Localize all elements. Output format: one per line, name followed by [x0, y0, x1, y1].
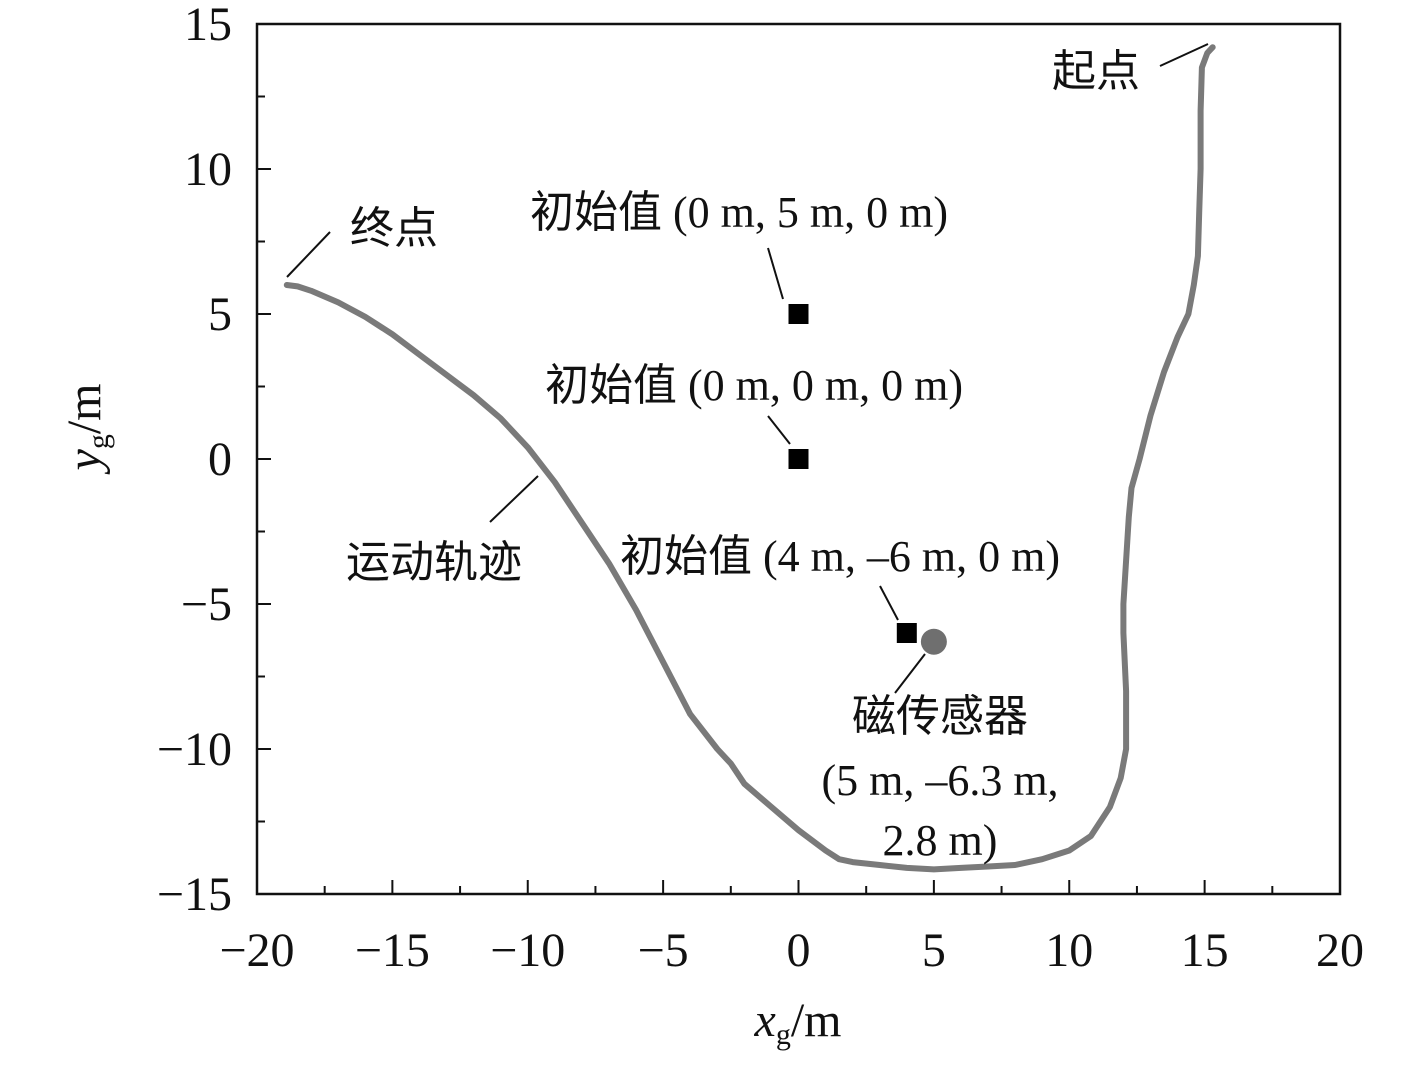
init-1-leader — [767, 415, 791, 445]
leader-lines — [286, 43, 1209, 694]
y-tick-label: 15 — [184, 0, 232, 51]
y-tick-label: −10 — [157, 723, 232, 776]
x-axis-var: x — [754, 994, 776, 1047]
initial-value-marker-0 — [788, 304, 809, 324]
start-label: 起点 — [1052, 47, 1140, 96]
trajectory-leader — [489, 475, 539, 523]
y-tick-label: −15 — [157, 868, 232, 921]
sensor-label-line-1: 磁传感器 — [852, 692, 1028, 741]
x-tick-label: 15 — [1181, 924, 1229, 977]
init-label-2: 初始值 (4 m, –6 m, 0 m) — [620, 532, 1060, 581]
sensor-label-line-3: 2.8 m) — [883, 816, 998, 865]
init-0-leader — [767, 247, 784, 300]
initial-value-marker-2 — [896, 623, 917, 643]
x-axis-title: xg/m — [754, 994, 842, 1051]
initial-value-marker-1 — [788, 449, 809, 469]
x-tick-label: 0 — [787, 924, 811, 977]
end-label: 终点 — [350, 204, 438, 253]
axis-ticks — [256, 23, 1341, 895]
x-tick-label: 10 — [1045, 924, 1093, 977]
y-tick-labels: −15 −10 −5 0 5 10 15 — [157, 0, 232, 921]
init-label-0: 初始值 (0 m, 5 m, 0 m) — [530, 188, 948, 237]
trajectory-label: 运动轨迹 — [346, 538, 522, 587]
x-axis-unit: /m — [791, 994, 842, 1047]
x-tick-label: −15 — [355, 924, 430, 977]
y-tick-label: 0 — [208, 433, 232, 486]
end-leader — [286, 231, 331, 278]
sensor-leader — [894, 653, 926, 694]
init-2-leader — [879, 585, 899, 621]
y-axis-title: yg/m — [58, 384, 115, 476]
x-tick-label: −10 — [490, 924, 565, 977]
x-tick-label: −20 — [219, 924, 294, 977]
x-tick-label: 5 — [922, 924, 946, 977]
init-label-1: 初始值 (0 m, 0 m, 0 m) — [545, 361, 963, 410]
sensor-label-line-2: (5 m, –6.3 m, — [821, 756, 1058, 805]
start-leader — [1159, 43, 1209, 67]
x-tick-label: 20 — [1316, 924, 1364, 977]
y-tick-label: 5 — [208, 288, 232, 341]
y-axis-sub: g — [82, 434, 115, 449]
y-tick-label: 10 — [184, 143, 232, 196]
x-tick-label: −5 — [638, 924, 689, 977]
y-tick-label: −5 — [181, 578, 232, 631]
initial-value-markers — [788, 304, 917, 643]
x-axis-sub: g — [776, 1018, 791, 1051]
y-axis-var: y — [58, 448, 111, 475]
sensor-marker — [920, 628, 947, 655]
x-tick-labels: −20 −15 −10 −5 0 5 10 15 20 — [219, 924, 1364, 977]
trajectory-line — [283, 44, 1216, 873]
y-axis-unit: /m — [58, 384, 111, 435]
